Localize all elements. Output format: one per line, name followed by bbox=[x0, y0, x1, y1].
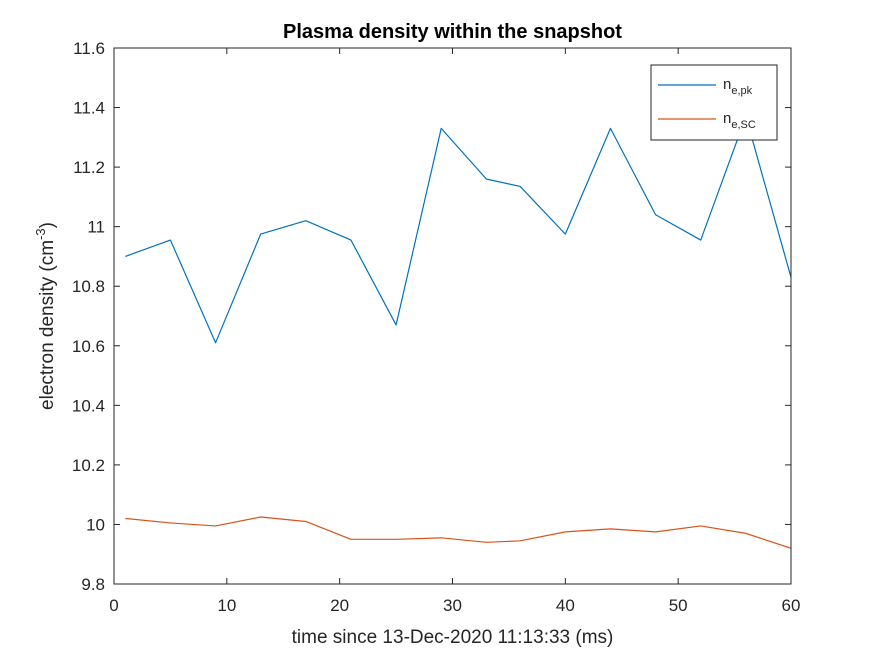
legend-label-ne-pk: ne,pk bbox=[723, 76, 753, 97]
series-line-ne-sc bbox=[125, 516, 791, 549]
y-tick-label: 9.8 bbox=[81, 575, 105, 594]
legend-label-ne-pk-sub: e,pk bbox=[731, 85, 752, 97]
x-tick-label: 0 bbox=[109, 596, 118, 615]
x-axis-ticks: 0 10 20 30 40 50 60 bbox=[109, 48, 800, 615]
x-tick-label: 40 bbox=[556, 596, 575, 615]
y-axis-label-suffix: ) bbox=[37, 222, 58, 228]
y-axis-ticks: 9.8 10 10.2 10.4 10.6 10.8 11 11.2 11.4 11.6 bbox=[72, 39, 791, 594]
y-tick-label: 10.4 bbox=[72, 396, 105, 415]
legend-label-ne-pk-main: n bbox=[723, 76, 731, 93]
y-tick-label: 10 bbox=[86, 515, 105, 534]
legend-label-ne-sc-sub: e,SC bbox=[731, 119, 756, 131]
x-tick-label: 50 bbox=[669, 596, 688, 615]
x-tick-label: 20 bbox=[330, 596, 349, 615]
x-tick-label: 30 bbox=[443, 596, 462, 615]
y-tick-label: 11.4 bbox=[73, 99, 105, 118]
legend-label-ne-sc: ne,SC bbox=[723, 110, 756, 131]
y-axis-label-superscript: -3 bbox=[33, 228, 48, 240]
y-tick-label: 11.2 bbox=[73, 158, 105, 177]
x-tick-label: 10 bbox=[217, 596, 236, 615]
x-axis-label: time since 13-Dec-2020 11:13:33 (ms) bbox=[292, 627, 614, 648]
chart-title: Plasma density within the snapshot bbox=[283, 21, 622, 43]
series-layer bbox=[125, 115, 791, 549]
y-axis-label: electron density (cm-3) bbox=[33, 222, 58, 410]
y-tick-label: 10.6 bbox=[72, 337, 105, 356]
legend-label-ne-sc-main: n bbox=[723, 110, 731, 127]
y-axis-label-text: electron density (cm bbox=[37, 240, 58, 410]
legend-box bbox=[650, 64, 778, 141]
y-tick-label: 11 bbox=[87, 218, 105, 237]
axes-box bbox=[113, 47, 792, 585]
series-line-ne-pk bbox=[125, 115, 791, 344]
legend: ne,pk ne,SC bbox=[650, 64, 778, 141]
y-tick-label: 11.6 bbox=[73, 39, 105, 58]
y-tick-label: 10.2 bbox=[72, 456, 105, 475]
y-tick-label: 10.8 bbox=[72, 277, 105, 296]
x-tick-label: 60 bbox=[782, 596, 801, 615]
